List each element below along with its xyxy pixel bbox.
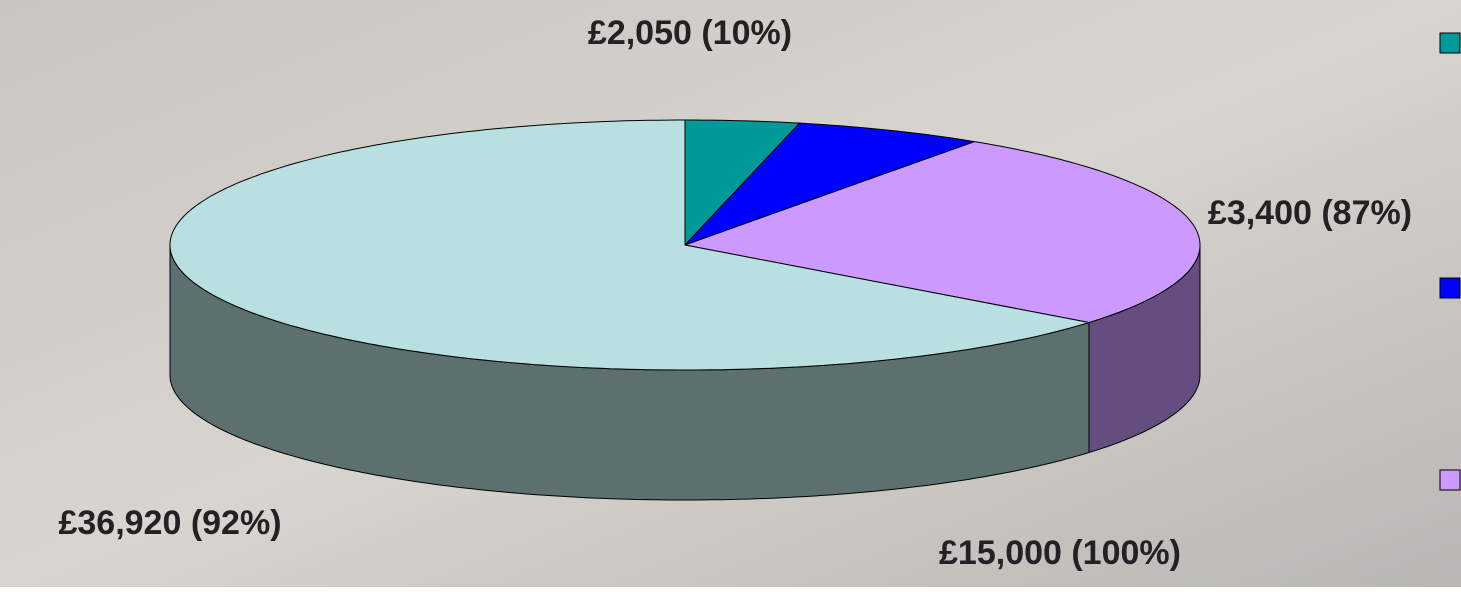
data-label: £3,400 (87%) xyxy=(1208,194,1412,232)
legend-swatch xyxy=(1439,32,1461,54)
legend-swatch xyxy=(1439,277,1461,299)
slice xyxy=(684,122,975,246)
slice xyxy=(683,141,1201,324)
pie xyxy=(169,119,1201,501)
data-label: £2,050 (10%) xyxy=(588,14,792,52)
slice xyxy=(169,119,1090,371)
data-label: £36,920 (92%) xyxy=(58,504,281,542)
slice xyxy=(684,119,801,247)
legend-swatch xyxy=(1439,469,1461,491)
data-label: £15,000 (100%) xyxy=(939,534,1181,572)
